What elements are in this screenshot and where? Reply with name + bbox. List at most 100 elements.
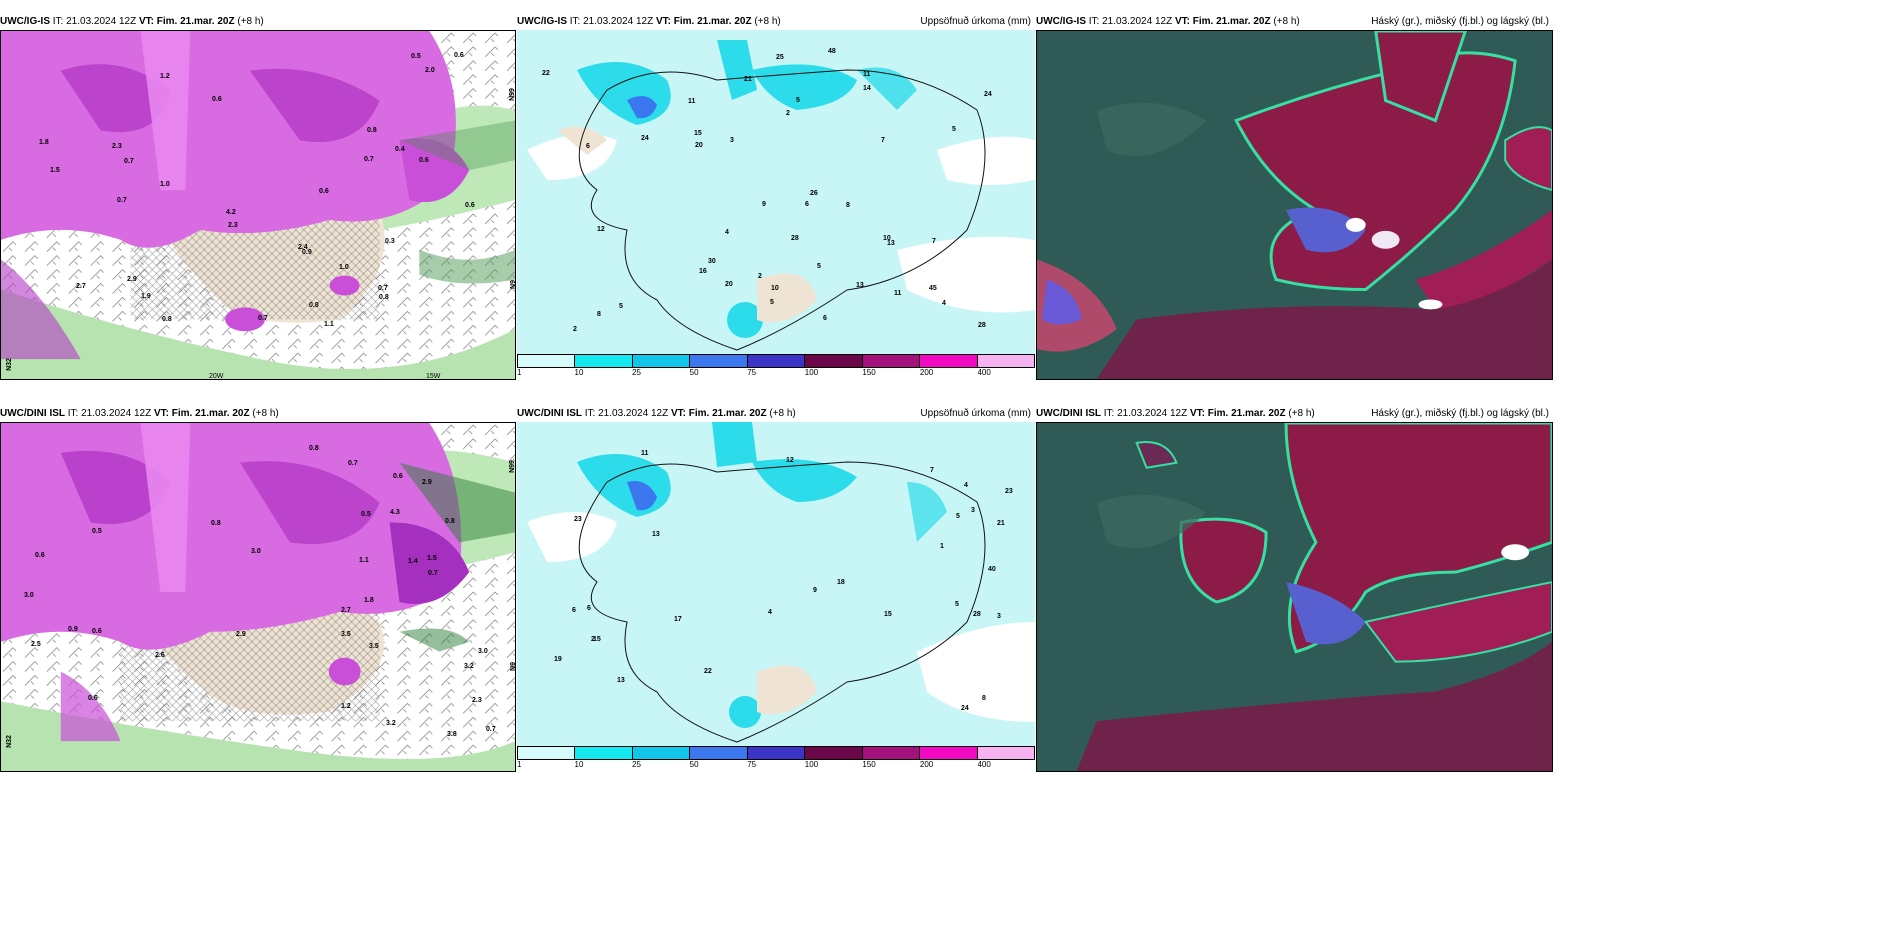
value-label: 0.6: [465, 202, 475, 209]
value-label: 2.9: [422, 479, 432, 486]
value-label: 22: [542, 70, 550, 77]
value-label: 14: [863, 85, 871, 92]
legend-tick: 150: [862, 368, 876, 377]
value-label: 0.6: [393, 473, 403, 480]
value-label: 9: [762, 201, 766, 208]
legend-swatch: [977, 747, 1034, 759]
value-label: 0.8: [379, 294, 389, 301]
value-label: 21: [744, 76, 752, 83]
legend-tick: 100: [804, 760, 819, 769]
value-label: 1.5: [50, 167, 60, 174]
value-label: 0.5: [361, 511, 371, 518]
panel-header: UWC/DINI ISL IT: 21.03.2024 12Z VT: Fim.…: [517, 408, 1031, 419]
value-label: 3.2: [464, 663, 474, 670]
cloud-map: [1036, 30, 1553, 380]
value-label: 3.2: [386, 720, 396, 727]
axis-label: N99: [508, 460, 516, 473]
value-label: 4.2: [226, 209, 236, 216]
value-label: 18: [837, 579, 845, 586]
value-label: 20: [695, 142, 703, 149]
value-label: 0.8: [309, 445, 319, 452]
value-label: 2.0: [425, 67, 435, 74]
legend-tick: 200: [919, 368, 934, 377]
panel-cloud-dini: UWC/DINI ISL IT: 21.03.2024 12Z VT: Fim.…: [1036, 406, 1553, 772]
precip-legend: 1 10 25 50 75 100 150 200 400: [517, 746, 1035, 769]
legend-tick: 10: [574, 368, 584, 377]
value-label: 12: [786, 457, 794, 464]
axis-label: N99: [508, 88, 516, 101]
value-label: 0.7: [486, 726, 496, 733]
value-label: 1.0: [160, 181, 170, 188]
value-label: 2.9: [236, 631, 246, 638]
value-label: 1.2: [160, 73, 170, 80]
value-label: 12: [597, 226, 605, 233]
precip-legend: 1 10 25 50 75 100 150 200 400: [517, 354, 1035, 377]
value-label: 20: [725, 281, 733, 288]
value-label: 28: [973, 611, 981, 618]
value-label: 5: [619, 303, 623, 310]
value-label: 1.4: [408, 558, 418, 565]
axis-label: N32: [5, 735, 13, 748]
value-label: 0.6: [88, 695, 98, 702]
value-label: 9: [813, 587, 817, 594]
axis-label: N9: [509, 662, 516, 671]
precip-map-graphic: [517, 30, 1035, 356]
value-label: 2.6: [155, 652, 165, 659]
legend-tick: 100: [804, 368, 819, 377]
panel-wind-dini: UWC/DINI ISL IT: 21.03.2024 12Z VT: Fim.…: [0, 406, 516, 772]
value-label: 5: [817, 263, 821, 270]
value-label: 17: [674, 616, 682, 623]
value-label: 0.7: [258, 315, 268, 322]
value-label: 0.9: [302, 249, 312, 256]
value-label: 2: [573, 326, 577, 333]
legend-tick: 50: [689, 760, 699, 769]
value-label: 3.0: [24, 592, 34, 599]
value-label: 15: [593, 636, 601, 643]
value-label: 7: [881, 137, 885, 144]
value-label: 28: [791, 235, 799, 242]
value-label: 3: [997, 613, 1001, 620]
value-label: 24: [641, 135, 649, 142]
legend-swatch: [632, 355, 691, 367]
precip-map-graphic: [517, 422, 1035, 748]
panel-precip-dini: UWC/DINI ISL IT: 21.03.2024 12Z VT: Fim.…: [517, 406, 1035, 772]
value-label: 2.3: [472, 697, 482, 704]
value-label: 13: [887, 240, 895, 247]
axis-label: 20W: [209, 373, 224, 380]
value-label: 0.5: [411, 53, 421, 60]
legend-swatch: [920, 747, 978, 759]
legend-tick: 1: [517, 368, 522, 377]
legend-tick: 150: [862, 760, 876, 769]
legend-tick: 75: [747, 760, 757, 769]
value-label: 3.0: [478, 648, 488, 655]
value-label: 3: [730, 137, 734, 144]
value-label: 23: [1005, 488, 1013, 495]
value-label: 1: [940, 543, 944, 550]
value-label: 13: [617, 677, 625, 684]
value-label: 6: [823, 315, 827, 322]
value-label: 0.6: [92, 628, 102, 635]
value-label: 3.5: [369, 643, 379, 650]
panel-header: UWC/IG-IS IT: 21.03.2024 12Z VT: Fim. 21…: [0, 16, 264, 27]
value-label: 8: [846, 202, 850, 209]
axis-label: 15W: [426, 373, 441, 380]
value-label: 1.2: [341, 703, 351, 710]
panel-cloud-ig: UWC/IG-IS IT: 21.03.2024 12Z VT: Fim. 21…: [1036, 14, 1553, 380]
value-label: 0.8: [211, 520, 221, 527]
value-label: 3.8: [447, 731, 457, 738]
legend-swatch: [575, 355, 633, 367]
value-label: 28: [978, 322, 986, 329]
value-label: 0.3: [385, 238, 395, 245]
value-label: 1.9: [141, 293, 151, 300]
axis-label: N9: [509, 280, 516, 289]
legend-swatch: [632, 747, 691, 759]
value-label: 0.7: [348, 460, 358, 467]
value-label: 48: [828, 48, 836, 55]
value-label: 1.0: [339, 264, 349, 271]
value-label: 8: [982, 695, 986, 702]
value-label: 2.7: [341, 607, 351, 614]
value-label: 6: [586, 143, 590, 150]
legend-swatch: [690, 747, 748, 759]
legend-swatch: [805, 355, 863, 367]
value-label: 0.8: [309, 302, 319, 309]
